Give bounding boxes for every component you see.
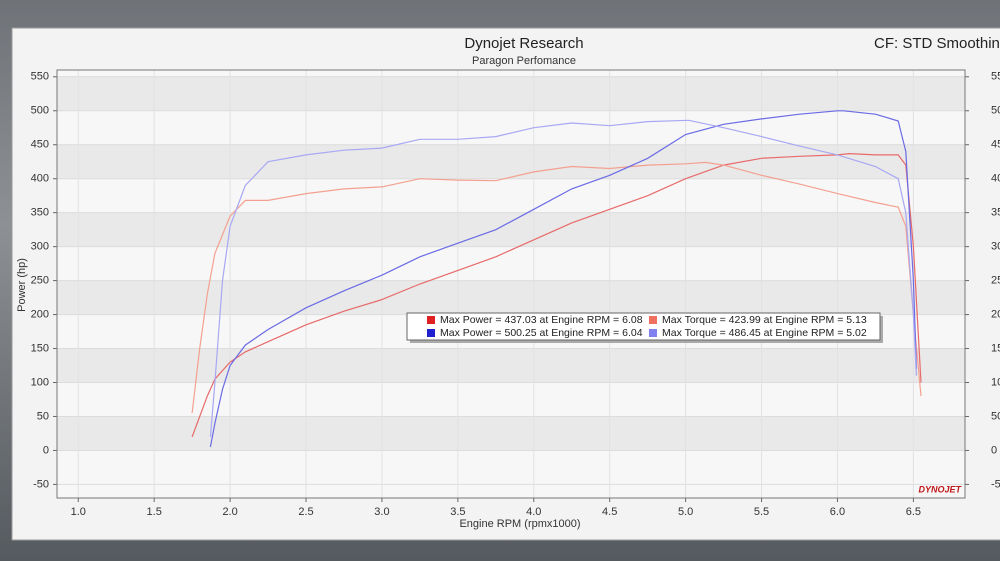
y-tick-label: -50 xyxy=(33,478,49,490)
y-tick-label: 250 xyxy=(31,275,49,287)
x-tick-label: 6.0 xyxy=(830,506,845,518)
legend-swatch xyxy=(427,316,435,324)
y-axis-label: Power (hp) xyxy=(16,258,28,312)
x-axis-label: Engine RPM (rpmx1000) xyxy=(459,518,580,530)
y2-tick-label: 150 xyxy=(991,342,1000,354)
y-tick-label: 450 xyxy=(31,139,49,151)
y2-tick-label: 300 xyxy=(991,241,1000,253)
x-tick-label: 2.0 xyxy=(222,506,237,518)
grid-band xyxy=(57,348,965,383)
y2-tick-label: 100 xyxy=(991,376,1000,388)
legend xyxy=(406,312,881,341)
y-tick-label: 200 xyxy=(31,308,49,320)
y-tick-label: 150 xyxy=(31,342,49,354)
x-tick-label: 2.5 xyxy=(298,506,313,518)
chart-title: Dynojet Research xyxy=(464,35,583,52)
x-tick-label: 3.5 xyxy=(450,506,465,518)
y-tick-label: 50 xyxy=(37,410,49,422)
series-line xyxy=(191,161,922,414)
y-tick-label: 0 xyxy=(43,444,49,456)
grid-band xyxy=(57,144,965,179)
legend-swatch xyxy=(427,329,435,337)
grid-band xyxy=(57,76,965,111)
y-tick-label: 350 xyxy=(31,207,49,219)
legend-swatch xyxy=(649,329,657,337)
series-line xyxy=(209,119,917,437)
chart-subtitle: Paragon Perfomance xyxy=(472,55,576,67)
legend-label: Max Power = 500.25 at Engine RPM = 6.04 xyxy=(440,327,643,339)
series-line xyxy=(191,152,922,438)
x-tick-label: 1.0 xyxy=(71,506,86,518)
grid-band xyxy=(57,280,965,315)
y2-tick-label: 350 xyxy=(991,207,1000,219)
y2-tick-label: 400 xyxy=(991,173,1000,185)
grid-band xyxy=(57,212,965,247)
y2-tick-label: 50 xyxy=(991,410,1000,422)
y2-tick-label: 0 xyxy=(991,444,997,456)
y-tick-label: 100 xyxy=(31,376,49,388)
brand-logo: DYNOJET xyxy=(918,484,962,494)
x-tick-label: 4.5 xyxy=(602,506,617,518)
x-tick-label: 6.5 xyxy=(906,506,921,518)
x-tick-label: 4.0 xyxy=(526,506,541,518)
legend-label: Max Torque = 423.99 at Engine RPM = 5.13 xyxy=(662,314,867,326)
corner-text: CF: STD Smoothing xyxy=(874,35,1000,52)
y-tick-label: 550 xyxy=(31,71,49,83)
grid-band xyxy=(57,416,965,451)
legend-label: Max Torque = 486.45 at Engine RPM = 5.02 xyxy=(662,327,867,339)
y-tick-label: 500 xyxy=(31,105,49,117)
y-tick-label: 300 xyxy=(31,241,49,253)
series-line xyxy=(209,110,917,448)
y2-tick-label: 500 xyxy=(991,105,1000,117)
y2-tick-label: 450 xyxy=(991,139,1000,151)
x-tick-label: 5.5 xyxy=(754,506,769,518)
x-tick-label: 5.0 xyxy=(678,506,693,518)
y2-tick-label: 250 xyxy=(991,275,1000,287)
y2-tick-label: -50 xyxy=(991,478,1000,490)
plot-frame xyxy=(56,69,966,499)
y2-tick-label: 550 xyxy=(991,71,1000,83)
y-tick-label: 400 xyxy=(31,173,49,185)
x-tick-label: 3.0 xyxy=(374,506,389,518)
y2-tick-label: 200 xyxy=(991,308,1000,320)
legend-swatch xyxy=(649,316,657,324)
x-tick-label: 1.5 xyxy=(147,506,162,518)
legend-label: Max Power = 437.03 at Engine RPM = 6.08 xyxy=(440,314,643,326)
